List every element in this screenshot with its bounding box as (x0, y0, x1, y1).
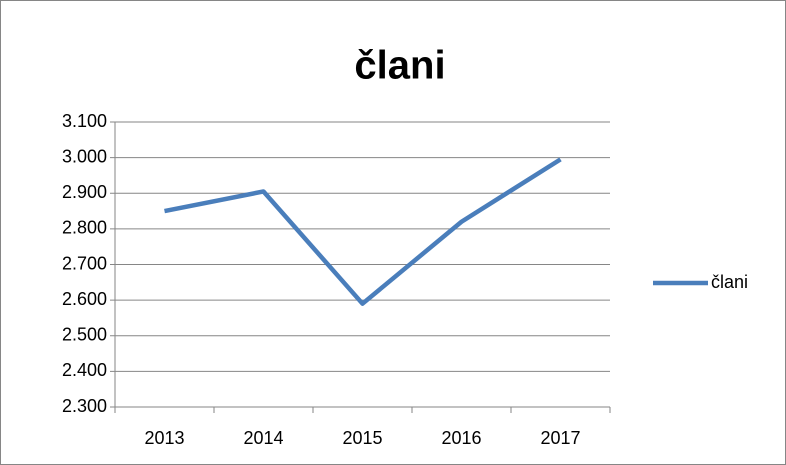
x-tick-label: 2014 (243, 428, 283, 448)
y-tick-label: 2.600 (62, 289, 107, 309)
y-tick-label: 2.500 (62, 325, 107, 345)
y-tick-label: 2.800 (62, 218, 107, 238)
y-tick-label: 3.100 (62, 111, 107, 131)
chart-title: člani (354, 44, 445, 88)
y-tick-label: 2.900 (62, 182, 107, 202)
y-tick-label: 2.700 (62, 253, 107, 273)
x-tick-label: 2017 (540, 428, 580, 448)
y-tick-label: 2.300 (62, 396, 107, 416)
x-tick-label: 2013 (144, 428, 184, 448)
data-line (164, 157, 562, 306)
y-tick-label: 3.000 (62, 146, 107, 166)
x-tick-label: 2015 (342, 428, 382, 448)
x-tick-label: 2016 (441, 428, 481, 448)
y-tick-label: 2.400 (62, 360, 107, 380)
legend-label: člani (711, 272, 748, 292)
